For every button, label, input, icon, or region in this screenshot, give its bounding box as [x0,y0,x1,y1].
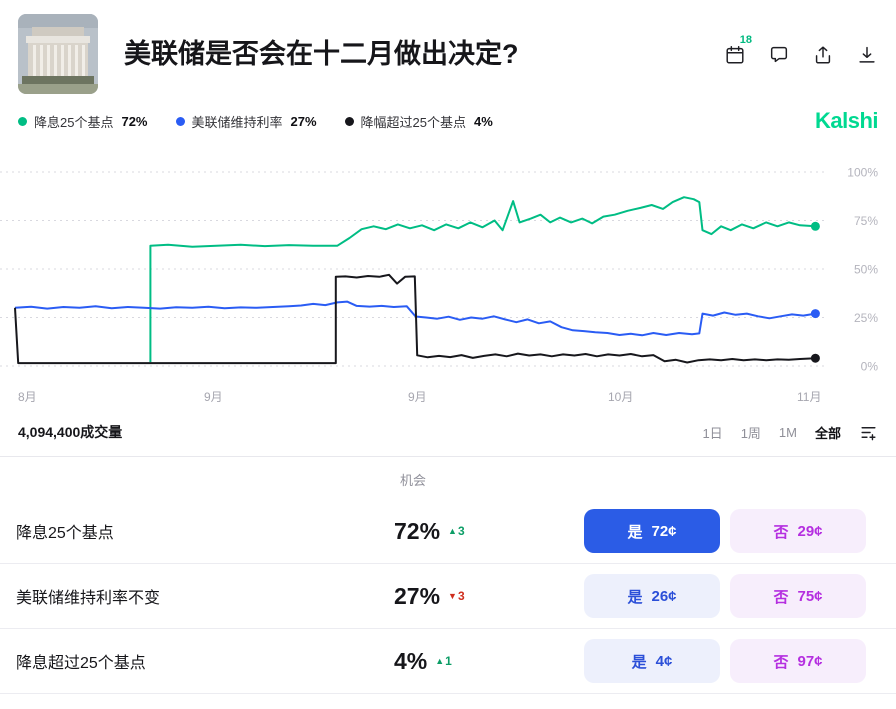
y-tick: 75% [854,214,878,228]
x-tick: 9月 [204,390,223,404]
no-button[interactable]: 否 97¢ [730,639,866,683]
change-amount: 3 [457,589,465,603]
chart-legend: 降息25个基点 72% 美联储维持利率 27% 降幅超过25个基点 4% Kal… [0,100,896,138]
chart-series [14,196,820,365]
legend-value: 72% [121,113,148,129]
share-icon[interactable] [812,44,834,66]
change-arrow-icon: ▼ [448,591,457,601]
chance-cell: 4% ▲ 1 [394,648,584,675]
outcomes-table-header: 机会 [0,457,896,499]
outcome-label: 美联储维持利率不变 [16,590,161,607]
market-thumbnail [18,14,98,94]
price-chart-svg[interactable]: 100% 75% 50% 25% 0% [0,138,896,388]
market-header: 美联储是否会在十二月做出决定? 18 [0,0,896,100]
legend-value: 4% [474,113,493,129]
legend-dot-icon [175,116,185,126]
no-button[interactable]: 否 75¢ [730,574,866,618]
price-chart[interactable]: 100% 75% 50% 25% 0% 8月 9月 9月 10月 11月 [0,138,896,410]
no-button[interactable]: 否 29¢ [730,509,866,553]
chance-value: 72% [394,517,441,544]
legend-label: 美联储维持利率 [191,114,283,130]
legend-item-cut-25bp[interactable]: 降息25个基点 72% [18,112,148,131]
change-amount: 3 [457,524,465,538]
kalshi-logo: Kalshi [814,108,879,133]
legend-label: 降幅超过25个基点 [360,114,467,130]
comment-icon[interactable] [768,44,790,66]
page-title: 美联储是否会在十二月做出决定? [124,39,519,69]
range-1w[interactable]: 1周 [740,425,761,441]
range-1m[interactable]: 1M [778,424,797,440]
x-tick: 9月 [408,390,427,404]
legend-label: 降息25个基点 [34,114,114,130]
legend-dot-icon [344,116,354,126]
sort-filter-icon[interactable] [859,423,878,442]
y-tick: 50% [854,263,878,277]
yes-button[interactable]: 是 4¢ [584,639,720,683]
market-row-hold-rates: 美联储维持利率不变 27% ▼ 3 是 26¢ 否 75¢ [0,564,896,629]
change-arrow-icon: ▲ [448,526,457,536]
calendar-badge: 18 [739,34,752,46]
yes-button[interactable]: 是 26¢ [584,574,720,618]
trade-buttons: 是 4¢ 否 97¢ [584,639,866,683]
legend-dot-icon [18,116,27,126]
x-tick: 11月 [797,390,822,404]
chart-toolbar: 4,094,400成交量 1日 1周 1M 全部 [0,410,896,456]
volume-label: 4,094,400成交量 [18,424,123,440]
download-icon[interactable] [856,44,878,66]
range-all[interactable]: 全部 [814,425,841,441]
change-indicator: ▲ 1 [435,654,452,668]
chance-value: 27% [394,582,441,609]
change-arrow-icon: ▲ [435,656,445,666]
market-row-cut-25bp: 降息25个基点 72% ▲ 3 是 72¢ 否 29¢ [0,499,896,564]
yes-button[interactable]: 是 72¢ [584,509,720,553]
x-tick: 10月 [608,390,634,404]
chance-cell: 72% ▲ 3 [394,518,584,545]
legend-value: 27% [290,113,317,129]
x-tick: 8月 [18,390,37,404]
legend-item-hold-rates[interactable]: 美联储维持利率 27% [175,112,317,131]
header-actions: 18 [724,34,878,94]
y-tick: 100% [847,166,878,180]
range-selector: 1日 1周 1M 全部 [702,423,878,442]
range-1d[interactable]: 1日 [702,425,723,441]
change-amount: 1 [445,654,452,668]
chance-cell: 27% ▼ 3 [394,583,584,610]
fed-building-image [18,14,98,94]
grid: 100% 75% 50% 25% 0% [0,166,878,374]
y-tick: 0% [861,360,879,374]
trade-buttons: 是 72¢ 否 29¢ [584,509,866,553]
section-divider [0,456,896,457]
change-indicator: ▼ 3 [448,589,465,603]
calendar-icon[interactable]: 18 [724,34,752,66]
outcome-label: 降息25个基点 [16,525,114,542]
x-axis-labels: 8月 9月 9月 10月 11月 [0,388,896,410]
change-indicator: ▲ 3 [448,524,465,538]
outcome-label: 降息超过25个基点 [16,655,146,672]
trade-buttons: 是 26¢ 否 75¢ [584,574,866,618]
y-tick: 25% [854,311,878,325]
chance-column-header: 机会 [400,473,427,488]
market-row-cut-over-25bp: 降息超过25个基点 4% ▲ 1 是 4¢ 否 97¢ [0,629,896,694]
legend-item-cut-over-25bp[interactable]: 降幅超过25个基点 4% [344,112,493,131]
chance-value: 4% [394,647,428,674]
